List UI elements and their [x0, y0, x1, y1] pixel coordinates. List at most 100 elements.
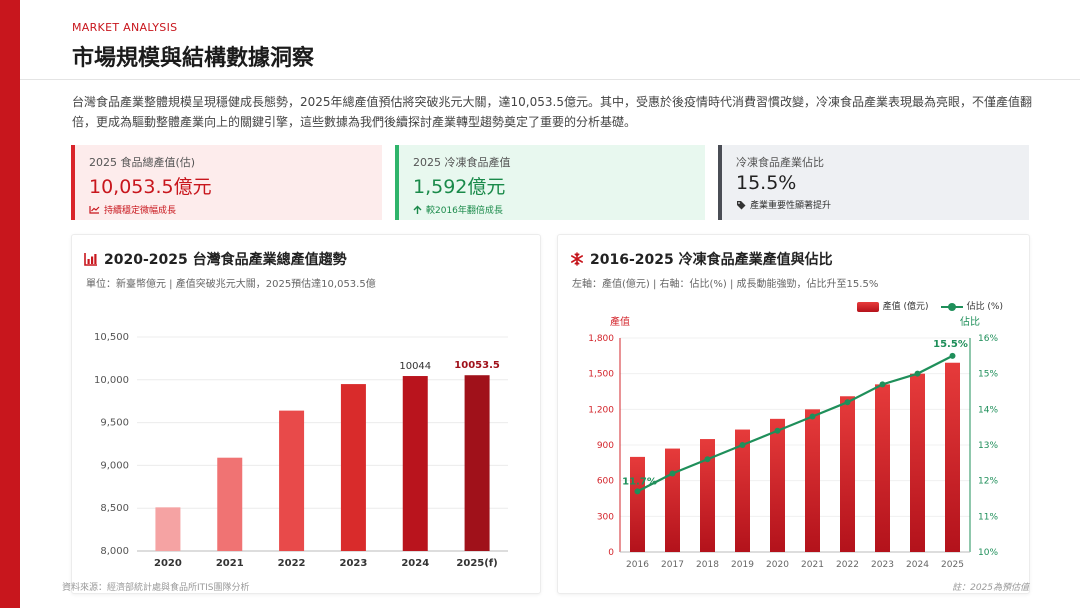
card-title: 2020-2025 台灣食品產業總產值趨勢	[84, 249, 347, 269]
y-tick-label: 1,500	[588, 370, 614, 380]
card-subtitle: 左軸：產值(億元) | 右軸：佔比(%) | 成長動能強勁，佔比升至15.5%	[572, 279, 879, 290]
kpi-note: 較2016年翻倍成長	[413, 203, 691, 216]
x-tick-label: 2021	[216, 558, 244, 569]
line-point	[844, 399, 851, 406]
bar	[279, 410, 305, 551]
intro-paragraph: 台灣食品產業整體規模呈現穩健成長態勢，2025年總產值預估將突破兆元大關，達10…	[72, 95, 1032, 129]
x-tick-label: 2020	[766, 560, 789, 570]
chart-legend: 產值 (億元) 佔比 (%)	[856, 299, 1003, 312]
kpi-value: 15.5%	[736, 172, 797, 194]
line-point	[634, 488, 641, 495]
y-tick-label: 1,800	[588, 334, 614, 344]
x-tick-label: 2022	[278, 558, 306, 569]
y2-tick-label: 13%	[978, 441, 998, 451]
trend-line-icon	[89, 206, 100, 214]
bar	[840, 396, 855, 552]
kpi-note-text: 較2016年翻倍成長	[426, 206, 503, 216]
arrow-up-icon	[413, 205, 422, 214]
bar	[735, 429, 750, 552]
bar	[945, 362, 960, 552]
x-tick-label: 2025(f)	[456, 558, 497, 569]
line-data-label: 11.7%	[622, 476, 657, 487]
legend-item-line: 佔比 (%)	[940, 299, 1003, 312]
line-point	[949, 352, 956, 359]
bar	[665, 448, 680, 552]
line-point	[879, 381, 886, 388]
y2-tick-label: 16%	[978, 334, 998, 344]
legend-swatch-line	[940, 302, 963, 312]
bar	[630, 456, 645, 552]
frozen-food-combo-chart: 0 300 600 900 1,200 1,500 1,800 10% 11% 12% 13% 14%…	[588, 334, 998, 570]
data-label: 10053.5	[454, 360, 500, 371]
legend-label-bar: 產值 (億元)	[882, 302, 929, 312]
x-tick-label: 2022	[836, 560, 859, 570]
bar	[464, 375, 490, 551]
y-tick-label: 10,500	[94, 332, 129, 343]
legend-item-bar: 產值 (億元)	[856, 299, 929, 312]
y-tick-label: 9,500	[100, 418, 129, 429]
kpi-note-text: 產業重要性顯著提升	[750, 201, 832, 211]
bar	[217, 457, 243, 551]
bar	[875, 384, 890, 552]
legend-swatch-bar	[856, 301, 879, 312]
left-axis-name: 產值	[610, 317, 630, 328]
bar-chart-icon	[84, 253, 97, 266]
chart-card-frozen-food: 2016-2025 冷凍食品產業產值與佔比 左軸：產值(億元) | 右軸：佔比(…	[557, 234, 1030, 594]
y2-tick-label: 15%	[978, 370, 998, 380]
line-data-label: 15.5%	[933, 339, 968, 350]
x-tick-label: 2020	[154, 558, 182, 569]
kpi-note: 產業重要性顯著提升	[736, 198, 1015, 211]
y2-tick-label: 11%	[978, 512, 998, 522]
line-point	[704, 456, 711, 463]
card-title-text: 2016-2025 冷凍食品產業產值與佔比	[590, 252, 833, 268]
y2-tick-label: 12%	[978, 477, 998, 487]
tag-icon	[737, 200, 746, 209]
y-tick-label: 600	[597, 477, 614, 487]
y-tick-label: 300	[597, 512, 614, 522]
bar	[910, 373, 925, 552]
bar	[155, 507, 181, 551]
accent-bar	[0, 0, 20, 608]
kpi-value: 1,592億元	[413, 176, 506, 198]
chart-card-food-output: 2020-2025 台灣食品產業總產值趨勢 單位：新臺幣億元 | 產值突破兆元大…	[71, 234, 541, 594]
kpi-value: 10,053.5億元	[89, 176, 212, 198]
snowflake-icon	[571, 252, 583, 266]
y-tick-label: 0	[608, 548, 614, 558]
line-point	[809, 413, 816, 420]
y-tick-label: 8,000	[100, 546, 129, 557]
bar	[805, 409, 820, 552]
x-tick-label: 2024	[401, 558, 429, 569]
legend-label-line: 佔比 (%)	[966, 302, 1003, 312]
x-tick-label: 2025	[941, 560, 964, 570]
food-output-bar-chart: 8,000 8,500 9,000 9,500 10,000 10,500 2020 2021…	[94, 332, 508, 569]
footnote: 註：2025為預估值	[952, 583, 1029, 593]
x-tick-label: 2024	[906, 560, 929, 570]
share-line	[637, 354, 953, 493]
kpi-note-text: 持續穩定微幅成長	[104, 206, 177, 216]
x-tick-label: 2023	[339, 558, 367, 569]
bar	[402, 376, 428, 551]
kpi-card-total-output: 2025 食品總產值(估) 10,053.5億元 持續穩定微幅成長	[71, 145, 382, 220]
kpi-label: 2025 食品總產值(估)	[89, 156, 196, 169]
bar	[770, 418, 785, 552]
data-source: 資料來源：經濟部統計處與食品所ITIS團隊分析	[62, 583, 250, 593]
line-point	[739, 442, 746, 448]
y2-tick-label: 10%	[978, 548, 998, 558]
section-eyebrow: MARKET ANALYSIS	[72, 21, 178, 34]
x-tick-label: 2019	[731, 560, 754, 570]
kpi-card-frozen-output: 2025 冷凍食品產值 1,592億元 較2016年翻倍成長	[395, 145, 705, 220]
page-title: 市場規模與結構數據洞察	[72, 46, 315, 71]
y-tick-label: 8,500	[100, 503, 129, 514]
card-title: 2016-2025 冷凍食品產業產值與佔比	[570, 249, 833, 269]
x-tick-label: 2021	[801, 560, 824, 570]
line-point	[669, 470, 676, 477]
data-label: 10044	[399, 361, 431, 372]
line-point	[774, 427, 781, 434]
x-tick-label: 2018	[696, 560, 719, 570]
title-divider	[20, 79, 1080, 80]
bar	[700, 439, 715, 552]
kpi-label: 2025 冷凍食品產值	[413, 156, 511, 169]
kpi-label: 冷凍食品產業佔比	[736, 156, 824, 169]
y2-tick-label: 14%	[978, 405, 998, 415]
x-tick-label: 2023	[871, 560, 894, 570]
